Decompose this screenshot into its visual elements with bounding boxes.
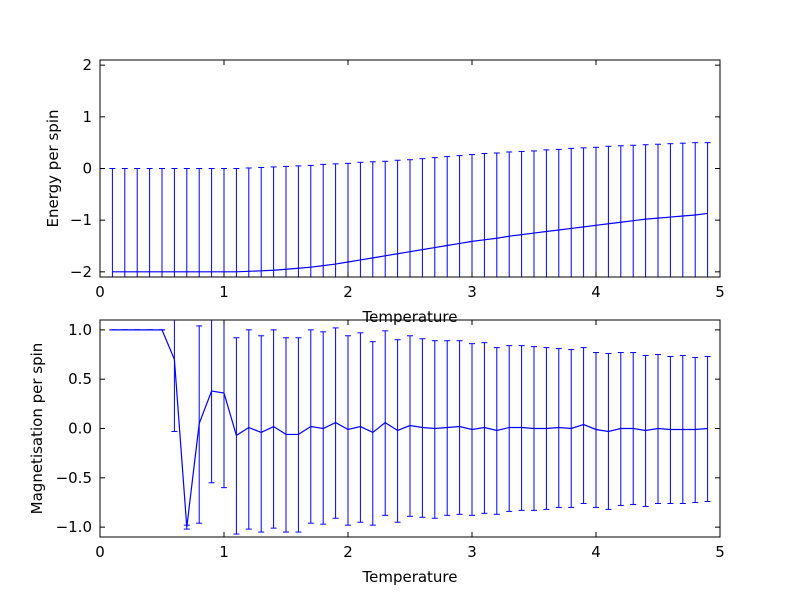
magnetisation-mean-line [112,329,708,528]
magnetisation-x-tick-label: 2 [343,543,353,561]
energy-subplot: 0 1 2 3 4 5 −2 −1 0 1 2 Temperature Energy per sp… [44,56,725,326]
magnetisation-x-tick-label: 4 [591,543,601,561]
magnetisation-y-tick-label: −0.5 [56,469,92,487]
energy-series [109,142,711,277]
energy-x-tick-label: 2 [343,283,353,301]
energy-y-tick-label: −2 [70,263,92,281]
energy-x-tick-label: 5 [715,283,725,301]
energy-y-tick-label: −1 [70,211,92,229]
magnetisation-x-tick-label: 5 [715,543,725,561]
magnetisation-x-ticks: 0 1 2 3 4 5 [95,320,725,561]
energy-y-ticks: −2 −1 0 1 2 [70,56,720,281]
magnetisation-y-tick-label: 1.0 [68,321,92,339]
magnetisation-y-tick-label: 0.5 [68,370,92,388]
energy-x-ticks: 0 1 2 3 4 5 [95,60,725,301]
magnetisation-x-axis-label: Temperature [361,568,457,586]
magnetisation-x-tick-label: 0 [95,543,105,561]
magnetisation-x-tick-label: 3 [467,543,477,561]
energy-x-axis-label: Temperature [361,308,457,326]
energy-x-tick-label: 3 [467,283,477,301]
magnetisation-subplot: 0 1 2 3 4 5 −1.0 −0.5 0.0 0.5 1.0 Temperature Mag… [28,319,725,586]
magnetisation-series [109,320,711,535]
magnetisation-y-axis-label: Magnetisation per spin [28,343,46,515]
magnetisation-y-tick-label: −1.0 [56,518,92,536]
energy-y-tick-label: 0 [82,160,92,178]
energy-y-axis-label: Energy per spin [44,110,62,228]
energy-y-tick-label: 2 [82,56,92,74]
energy-x-tick-label: 1 [219,283,229,301]
energy-mean-line [112,212,708,273]
energy-y-tick-label: 1 [82,108,92,126]
magnetisation-x-tick-label: 1 [219,543,229,561]
energy-x-tick-label: 0 [95,283,105,301]
magnetisation-y-ticks: −1.0 −0.5 0.0 0.5 1.0 [56,321,720,536]
energy-x-tick-label: 4 [591,283,601,301]
magnetisation-y-tick-label: 0.0 [68,420,92,438]
